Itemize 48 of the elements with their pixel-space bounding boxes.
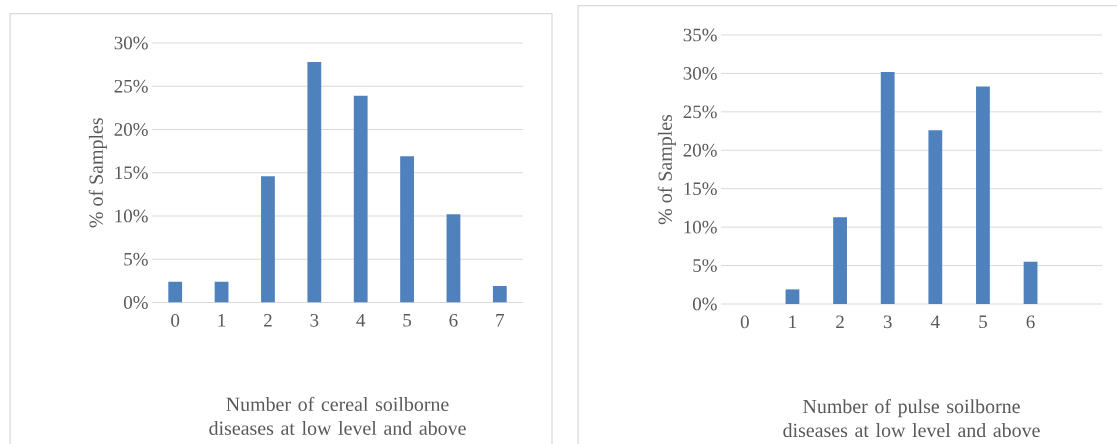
y-tick-label: 30% <box>683 67 717 80</box>
y-tick-label: 5% <box>693 259 717 272</box>
y-tick-label: 35% <box>683 28 717 42</box>
bar <box>446 214 461 303</box>
y-tick-label: 10% <box>684 220 717 234</box>
bar <box>307 62 322 303</box>
y-tick-label: 0% <box>123 296 148 309</box>
bar <box>353 95 368 303</box>
y-tick-label: 10% <box>115 209 148 223</box>
x-tick-label: 1 <box>789 315 797 328</box>
y-tick-label: 25% <box>683 105 717 119</box>
x-tick-label: 3 <box>310 314 319 327</box>
x-tick-label: 5 <box>403 314 412 327</box>
y-tick-label: 25% <box>114 79 148 93</box>
y-axis-title: % of Samples <box>88 118 107 228</box>
x-tick-label: 0 <box>740 315 749 329</box>
x-axis-title: Number of pulse soilborne diseases at low level and above <box>783 398 1040 438</box>
bar <box>261 176 275 303</box>
bar <box>976 86 990 304</box>
x-tick-label: 6 <box>449 314 458 327</box>
x-tick-label: 2 <box>264 314 272 327</box>
bar <box>168 281 183 303</box>
x-tick-label: 2 <box>836 315 844 329</box>
bar <box>492 286 507 303</box>
x-tick-label: 4 <box>356 314 366 327</box>
x-tick-label: 4 <box>930 315 940 328</box>
bar <box>880 71 895 304</box>
y-tick-label: 0% <box>692 297 717 311</box>
y-tick-label: 5% <box>124 252 148 266</box>
x-tick-label: 1 <box>218 314 226 327</box>
y-tick-label: 15% <box>684 182 717 196</box>
bar <box>214 281 229 303</box>
y-tick-label: 20% <box>114 123 148 136</box>
x-tick-label: 5 <box>979 315 987 329</box>
bar <box>928 130 943 304</box>
bar <box>1023 261 1038 304</box>
x-tick-label: 3 <box>883 315 892 329</box>
x-axis-title: Number of cereal soilborne diseases at low level and above <box>209 396 466 435</box>
bar <box>785 289 800 304</box>
bar <box>833 217 847 304</box>
x-tick-label: 6 <box>1026 315 1035 329</box>
y-tick-label: 30% <box>114 36 148 50</box>
bar <box>400 156 414 303</box>
x-tick-label: 0 <box>171 314 180 327</box>
y-tick-label: 15% <box>115 166 148 180</box>
y-axis-title: % of Samples <box>657 114 676 225</box>
x-tick-label: 7 <box>496 314 505 327</box>
y-tick-label: 20% <box>683 143 717 157</box>
